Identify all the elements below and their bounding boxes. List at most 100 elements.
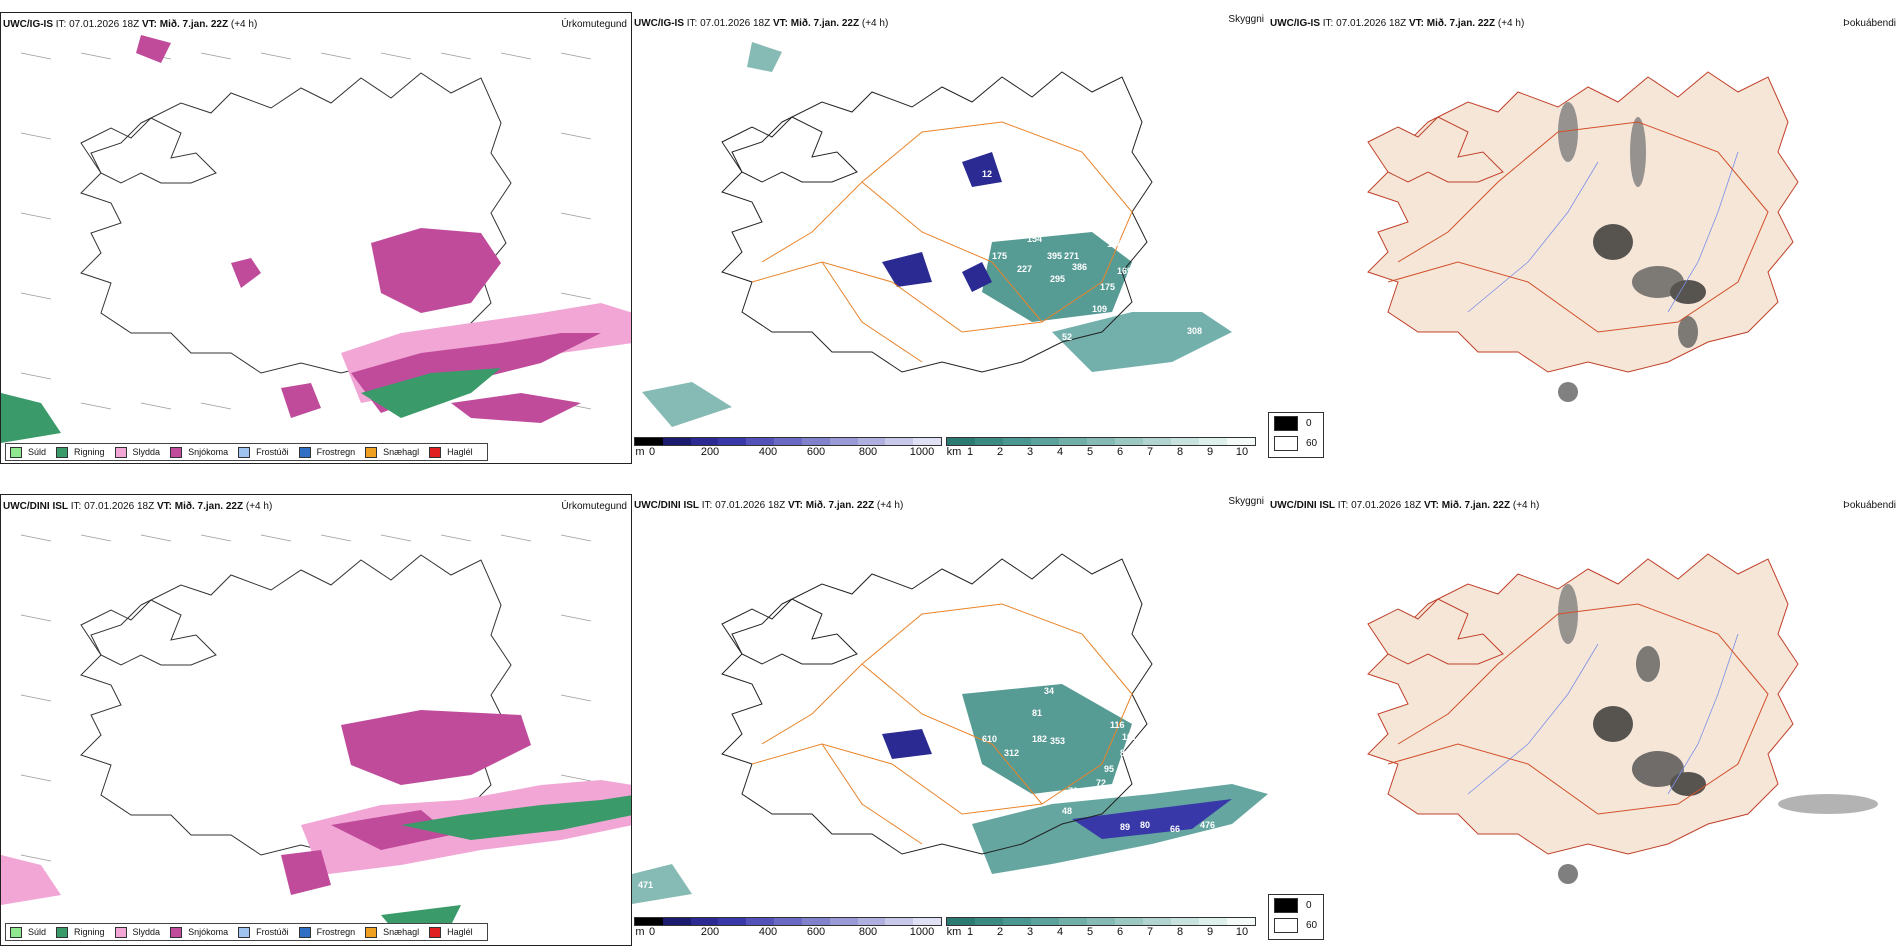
scale-color-step (1171, 918, 1199, 925)
init-time: 07.01.2026 18Z (700, 18, 771, 29)
visibility-label: 16 (1002, 192, 1012, 202)
scale-tick: 10 (1235, 926, 1249, 938)
visibility-label: 227 (1017, 264, 1032, 274)
scale-color-step (913, 918, 941, 925)
legend-swatch (10, 446, 22, 458)
visibility-label: 37 (962, 194, 972, 204)
scale-color-step (1087, 438, 1115, 445)
legend-swatch (170, 446, 183, 458)
legend-label: Rigning (74, 927, 105, 937)
scale-tick: 6 (1116, 926, 1124, 938)
visibility-label: 117 (1214, 842, 1229, 852)
scale-tick: 800 (858, 446, 878, 458)
legend-swatch (56, 926, 69, 938)
scale-color-step (1059, 918, 1087, 925)
scale-bar (634, 917, 942, 926)
init-time: 07.01.2026 18Z (1351, 500, 1422, 511)
scale-color-step (1227, 918, 1255, 925)
panel-title: Úrkomutegund (561, 19, 627, 30)
valid-time: Mið. 7.jan. 22Z (174, 501, 244, 512)
legend-item: Haglél (429, 446, 473, 458)
scale-color-step (1227, 438, 1255, 445)
rivers (1467, 151, 1739, 313)
visibility-label: 34 (1044, 686, 1054, 696)
precip-type-legend: Súld Rigning Slydda Snjókoma Frostúði Fr… (5, 923, 488, 941)
visibility-label: 295 (1050, 274, 1065, 284)
legend-label: Frostregn (316, 447, 356, 457)
scale-color-step (885, 918, 914, 925)
visibility-label: 82 (1037, 219, 1047, 229)
scale-tick: 8 (1176, 446, 1184, 458)
visibility-label: 33 (960, 616, 970, 626)
visibility-label: 476 (1200, 820, 1215, 830)
scale-tick: 200 (700, 926, 720, 938)
scale-tick: 1 (966, 446, 974, 458)
panel-title: Skyggni (1228, 14, 1264, 25)
scale-color-step (857, 918, 886, 925)
visibility-label: 308 (1187, 326, 1202, 336)
visibility-label: 72 (1096, 778, 1106, 788)
init-time: 07.01.2026 18Z (1336, 18, 1407, 29)
valid-time-label: VT: (1423, 500, 1439, 511)
scale-color-step (1087, 918, 1115, 925)
fog-legend-label: 0 (1306, 417, 1312, 429)
init-time-label: IT: (1322, 18, 1334, 29)
scale-color-step (1199, 918, 1227, 925)
lead-time: (+4 h) (1497, 18, 1525, 29)
init-time-label: IT: (70, 501, 82, 512)
visibility-panel-bottom: UWC/DINI ISL IT: 07.01.2026 18Z VT: Mið.… (632, 494, 1268, 946)
visibility-label: 395 (1047, 251, 1062, 261)
scale-color-step (975, 918, 1003, 925)
legend-item: Súld (10, 926, 46, 938)
legend-item: Frostúði (238, 926, 289, 938)
valid-time-label: VT: (772, 18, 788, 29)
fog-legend-swatch (1274, 415, 1298, 431)
fog-legend: 0 60 (1268, 894, 1324, 940)
legend-item: Snæhagl (365, 926, 419, 938)
scale-unit: km (946, 446, 962, 458)
init-time: 07.01.2026 18Z (84, 501, 155, 512)
legend-swatch (114, 926, 127, 938)
fog-legend: 0 60 (1268, 412, 1324, 458)
scale-labels: km 1 2 3 4 5 6 7 8 9 10 (946, 446, 1256, 458)
legend-label: Frostregn (316, 927, 356, 937)
fog-legend-swatch (1274, 917, 1298, 933)
model-name: UWC/IG-IS (1270, 18, 1320, 29)
visibility-label: 52 (1062, 332, 1072, 342)
scale-labels: km 1 2 3 4 5 6 7 8 9 10 (946, 926, 1256, 938)
scale-unit: m (635, 926, 645, 938)
visibility-label: 29 (932, 871, 942, 881)
panel-title: Þokuábendi (1843, 18, 1896, 29)
scale-color-step (1003, 918, 1031, 925)
fog-legend-item: 0 (1269, 895, 1323, 915)
scale-tick: 200 (700, 446, 720, 458)
model-name: UWC/DINI ISL (634, 500, 699, 511)
valid-time: Mið. 7.jan. 22Z (1441, 500, 1511, 511)
scale-color-step (885, 438, 914, 445)
visibility-label: 81 (1032, 708, 1042, 718)
visibility-label: 386 (1072, 262, 1087, 272)
lead-time: (+4 h) (876, 500, 904, 511)
lead-time: (+4 h) (230, 19, 258, 30)
scale-unit: km (946, 926, 962, 938)
valid-time-label: VT: (787, 500, 803, 511)
scale-color-step (947, 918, 975, 925)
precip-map (1, 35, 631, 443)
visibility-label: 88 (948, 624, 958, 634)
legend-item: Slydda (114, 926, 160, 938)
scale-tick: 10 (1235, 446, 1249, 458)
scale-color-step (801, 918, 830, 925)
panel-header: UWC/IG-IS IT: 07.01.2026 18Z VT: Mið. 7.… (634, 14, 1266, 32)
visibility-panel-top: UWC/IG-IS IT: 07.01.2026 18Z VT: Mið. 7.… (632, 12, 1268, 464)
init-time: 07.01.2026 18Z (715, 500, 786, 511)
scale-tick: 600 (806, 446, 826, 458)
visibility-label: 169 (1117, 266, 1132, 276)
visibility-label: 471 (638, 880, 653, 890)
visibility-areas (642, 42, 1232, 427)
visibility-label: 353 (1050, 736, 1065, 746)
valid-time: Mið. 7.jan. 22Z (805, 500, 875, 511)
scale-color-step (1003, 438, 1031, 445)
visibility-label: 116 (1110, 720, 1125, 730)
visibility-label: 12 (984, 648, 994, 658)
legend-label: Haglél (447, 447, 473, 457)
